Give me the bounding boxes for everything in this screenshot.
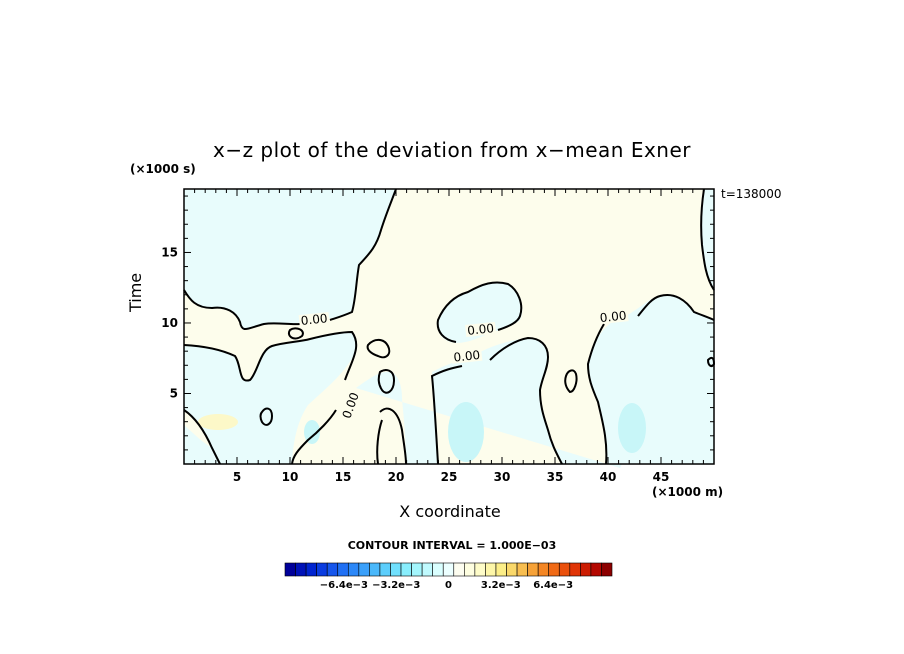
colorbar-swatch — [347, 562, 360, 577]
x-axis-label: X coordinate — [399, 502, 501, 521]
zero-contour-lines — [183, 188, 716, 465]
contour-label-text: 0.00 — [599, 308, 627, 325]
contour-line — [564, 369, 578, 394]
colorbar-swatch — [305, 562, 317, 577]
contour-label-bg — [465, 321, 497, 337]
contour-line — [183, 330, 358, 382]
shaded-field — [184, 189, 714, 468]
contour-line — [489, 336, 563, 465]
contour-label: 0.00 — [451, 348, 483, 365]
colorbar-tick-label: 3.2e−3 — [481, 580, 521, 591]
negative-region-left — [184, 332, 357, 464]
contour-line — [436, 281, 523, 343]
colorbar-swatch — [558, 562, 571, 577]
contour-line — [366, 338, 391, 359]
colorbar-swatch — [580, 562, 592, 577]
contour-label-bg — [451, 348, 483, 364]
colorbar-swatch — [548, 562, 560, 577]
colorbar-swatch — [485, 562, 497, 577]
strong-negative-region — [304, 420, 320, 444]
x-tick-label: 5 — [233, 470, 241, 484]
contour-label-bg — [339, 389, 362, 422]
x-tick-label: 45 — [653, 470, 670, 484]
contour-interval-text: CONTOUR INTERVAL = 1.000E−03 — [347, 539, 557, 552]
negative-region-blob — [437, 282, 523, 343]
colorbar-swatch — [295, 562, 307, 577]
colorbar-swatch — [400, 562, 412, 577]
contour-line — [430, 365, 463, 465]
contour-labels: 0.000.000.000.000.00 — [298, 308, 629, 422]
x-tick-label: 35 — [547, 470, 564, 484]
contour-line — [586, 323, 608, 465]
colorbar-tick-label: 6.4e−3 — [533, 580, 573, 591]
x-tick-label: 30 — [494, 470, 511, 484]
colorbar-swatch — [284, 562, 296, 577]
time-label: t=138000 — [721, 187, 782, 201]
colorbar-swatch — [421, 562, 433, 577]
contour-label-bg — [298, 312, 330, 328]
colorbar-swatch — [358, 562, 370, 577]
contour-line — [329, 188, 397, 321]
x-tick-label: 25 — [441, 470, 458, 484]
colorbar-swatch — [506, 562, 518, 577]
y-axis-unit: (×1000 s) — [130, 162, 196, 176]
contour-line — [377, 369, 396, 394]
axes: 5 10 15 20 25 30 35 40 45 5 10 15 — [161, 189, 714, 484]
y-tick-label: 5 — [170, 386, 178, 400]
colorbar-swatch — [337, 562, 349, 577]
x-tick-label: 10 — [282, 470, 299, 484]
colorbar-swatch — [516, 562, 528, 577]
colorbar-swatch — [453, 562, 465, 577]
strong-negative-region — [448, 402, 484, 462]
colorbar-tick-label: −6.4e−3 — [320, 580, 368, 591]
x-tick-label: 15 — [335, 470, 352, 484]
colorbar-swatch — [601, 562, 613, 577]
colorbar-swatch — [432, 562, 444, 577]
colorbar-swatch — [569, 562, 581, 577]
contour-label: 0.00 — [465, 321, 497, 338]
colorbar-swatch — [369, 562, 381, 577]
colorbar-swatch — [442, 562, 455, 577]
contour-line — [183, 289, 301, 330]
colorbar-swatch — [390, 562, 402, 577]
y-tick-label: 15 — [161, 245, 178, 259]
colorbar-tick-label: 0 — [445, 580, 452, 591]
contour-label-text: 0.00 — [453, 348, 481, 365]
contour-label-bg — [597, 309, 629, 325]
colorbar-swatch — [537, 562, 550, 577]
negative-region-top-left — [184, 189, 396, 330]
contour-label-text: 0.00 — [300, 311, 328, 328]
colorbar-swatch — [590, 562, 602, 577]
contour-line — [183, 409, 221, 465]
colorbar: −6.4e−3 −3.2e−3 0 3.2e−3 6.4e−3 — [284, 562, 613, 591]
negative-region-right-edge — [701, 189, 714, 290]
colorbar-swatch — [495, 562, 507, 577]
contour-line — [259, 407, 274, 426]
colorbar-swatch — [379, 562, 391, 577]
colorbar-swatch — [316, 562, 328, 577]
y-tick-label: 10 — [161, 316, 178, 330]
x-axis-unit: (×1000 m) — [652, 485, 724, 499]
contour-label: 0.00 — [597, 308, 629, 325]
colorbar-swatch — [527, 562, 539, 577]
contour-label-text: 0.00 — [467, 321, 495, 338]
colorbar-swatch — [411, 562, 423, 577]
colorbar-swatch — [326, 562, 339, 577]
contour-line — [637, 294, 715, 321]
contour-label: 0.00 — [298, 311, 330, 328]
x-tick-label: 40 — [600, 470, 617, 484]
colorbar-swatch — [474, 562, 486, 577]
contour-line — [379, 407, 407, 465]
x-tick-label: 20 — [388, 470, 405, 484]
contour-line — [376, 419, 383, 465]
colorbar-swatch — [464, 562, 476, 577]
strong-positive-region — [198, 414, 238, 430]
contour-line — [291, 409, 337, 465]
chart-title: x−z plot of the deviation from x−mean Ex… — [212, 138, 691, 162]
strong-negative-region — [618, 403, 646, 453]
colorbar-tick-label: −3.2e−3 — [372, 580, 420, 591]
contour-line — [700, 188, 715, 291]
contour-line — [288, 327, 304, 340]
